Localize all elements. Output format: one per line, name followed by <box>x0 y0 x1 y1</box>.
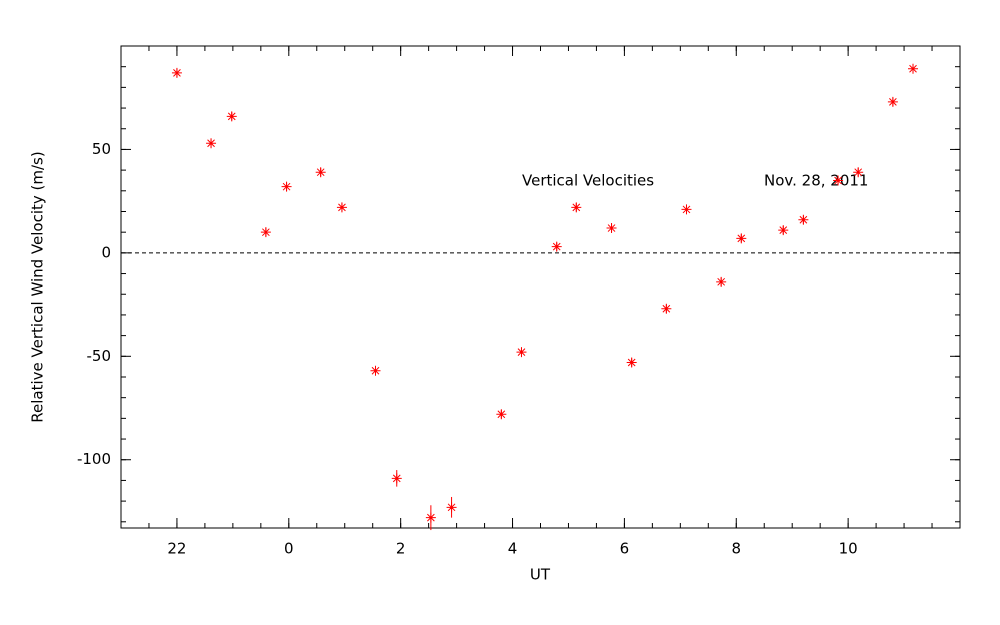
point <box>425 512 436 523</box>
point <box>226 111 237 122</box>
y-tick-label: -100 <box>77 450 111 468</box>
point <box>391 473 402 484</box>
point <box>551 241 562 252</box>
point <box>626 357 637 368</box>
annotation: Vertical Velocities <box>522 172 654 190</box>
point <box>908 63 919 74</box>
x-tick-label: 2 <box>396 540 406 558</box>
x-axis-label: UT <box>530 566 551 584</box>
point <box>571 202 582 213</box>
point <box>206 138 217 149</box>
point <box>516 347 527 358</box>
x-tick-label: 10 <box>839 540 858 558</box>
point <box>496 409 507 420</box>
point <box>661 303 672 314</box>
x-tick-label: 8 <box>731 540 741 558</box>
point <box>606 223 617 234</box>
point <box>446 502 457 513</box>
point <box>778 225 789 236</box>
x-tick-label: 0 <box>284 540 294 558</box>
point <box>853 167 864 178</box>
point <box>260 227 271 238</box>
point <box>370 365 381 376</box>
y-tick-label: -50 <box>87 347 112 365</box>
x-tick-label: 4 <box>508 540 518 558</box>
point <box>315 167 326 178</box>
point <box>736 233 747 244</box>
point <box>833 175 844 186</box>
x-tick-label: 6 <box>620 540 630 558</box>
y-tick-label: 50 <box>92 140 111 158</box>
point <box>887 96 898 107</box>
point <box>716 276 727 287</box>
annotation: Nov. 28, 2011 <box>764 172 868 190</box>
point <box>798 214 809 225</box>
x-tick-label: 22 <box>167 540 186 558</box>
point <box>336 202 347 213</box>
point <box>281 181 292 192</box>
y-tick-label: 0 <box>101 243 111 261</box>
plot-frame <box>120 45 961 529</box>
point <box>171 67 182 78</box>
y-axis-label: Relative Vertical Wind Velocity (m/s) <box>29 151 47 422</box>
point <box>681 204 692 215</box>
